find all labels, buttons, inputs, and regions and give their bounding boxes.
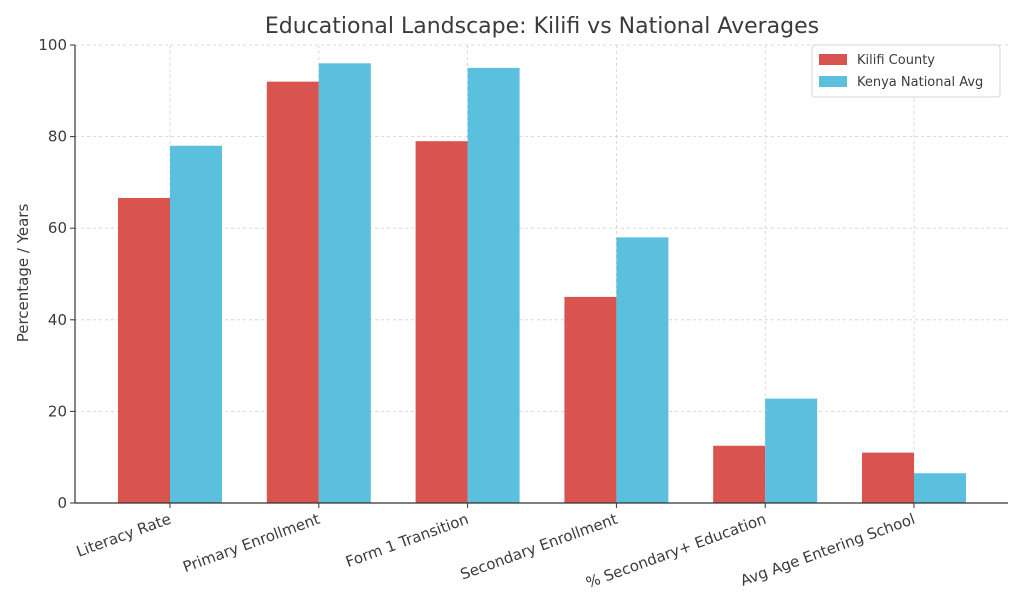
y-tick-label-20: 20 <box>48 402 67 420</box>
x-tick-labels: Literacy Rate Primary Enrollment Form 1 Tr… <box>74 503 917 592</box>
legend: Kilifi County Kenya National Avg <box>811 44 1001 98</box>
bar-kilifi-2 <box>415 141 468 503</box>
x-tick-label-2: Form 1 Transition <box>343 510 471 571</box>
x-tick-label-1: Primary Enrollment <box>180 510 322 576</box>
bar-kilifi-3 <box>564 296 617 503</box>
bar-kilifi-0 <box>118 197 170 504</box>
legend-swatch-national <box>819 76 847 87</box>
bar-national-5 <box>914 473 966 503</box>
bar-national-1 <box>318 63 371 503</box>
bar-kilifi-4 <box>713 445 766 503</box>
bar-national-2 <box>467 67 520 504</box>
y-tick-label-100: 100 <box>38 36 67 54</box>
x-tick-label-0: Literacy Rate <box>74 510 173 561</box>
bar-national-4 <box>765 398 818 503</box>
bar-national-3 <box>616 237 669 504</box>
y-tick-label-0: 0 <box>57 494 67 512</box>
axes <box>74 45 1008 504</box>
legend-box <box>811 44 1001 98</box>
legend-label-kilifi: Kilifi County <box>857 53 935 68</box>
bar-kilifi-1 <box>266 81 319 503</box>
y-axis-label: Percentage / Years <box>14 204 32 343</box>
bar-kilifi-5 <box>862 452 914 503</box>
legend-label-national: Kenya National Avg <box>857 75 983 90</box>
bars <box>118 63 966 504</box>
bar-national-0 <box>170 145 222 503</box>
y-tick-labels: 0 20 40 60 80 100 <box>38 36 75 512</box>
legend-swatch-kilifi <box>819 54 847 65</box>
chart-title: Educational Landscape: Kilifi vs Nationa… <box>265 14 819 39</box>
y-tick-label-80: 80 <box>48 128 67 146</box>
y-tick-label-60: 60 <box>48 219 67 237</box>
y-tick-label-40: 40 <box>48 311 67 329</box>
